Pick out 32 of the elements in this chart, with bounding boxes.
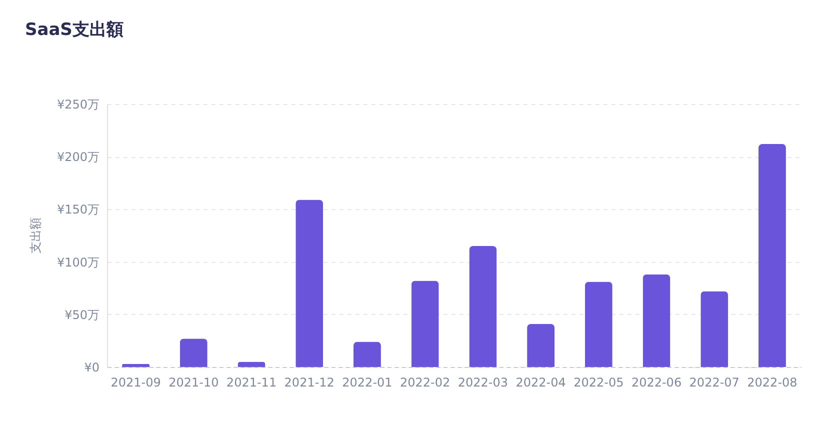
bar [527, 324, 555, 367]
bar [642, 274, 670, 367]
bar [584, 282, 612, 367]
bar [353, 342, 381, 367]
y-tick-label: ¥50万 [64, 308, 100, 322]
x-tick-label: 2022-04 [516, 376, 566, 390]
bar [469, 246, 497, 367]
y-tick-label: ¥200万 [56, 150, 100, 164]
y-tick-label: ¥150万 [56, 202, 100, 217]
x-tick-label: 2021-09 [110, 376, 161, 390]
x-tick-label: 2022-08 [747, 376, 798, 390]
bar [758, 144, 786, 367]
bar [411, 280, 439, 367]
x-tick-label: 2021-12 [284, 376, 334, 390]
x-tick-label: 2022-01 [342, 376, 392, 390]
bar [238, 362, 266, 367]
y-tick-label: ¥250万 [56, 98, 100, 112]
x-tick-label: 2022-05 [574, 376, 624, 390]
x-tick-label: 2022-03 [458, 376, 508, 390]
bar [296, 200, 324, 367]
bar [700, 291, 728, 367]
bar [122, 364, 150, 367]
x-tick-label: 2022-02 [400, 376, 450, 390]
x-tick-label: 2021-11 [226, 376, 277, 390]
y-tick-label: ¥0 [84, 360, 100, 374]
y-tick-label: ¥100万 [56, 255, 100, 270]
y-axis-title: 支出額 [28, 218, 42, 254]
chart-title: SaaS支出額 [25, 20, 124, 40]
x-tick-label: 2022-06 [631, 376, 682, 390]
bar [180, 338, 208, 367]
x-tick-label: 2021-10 [168, 376, 219, 390]
x-tick-label: 2022-07 [689, 376, 740, 390]
